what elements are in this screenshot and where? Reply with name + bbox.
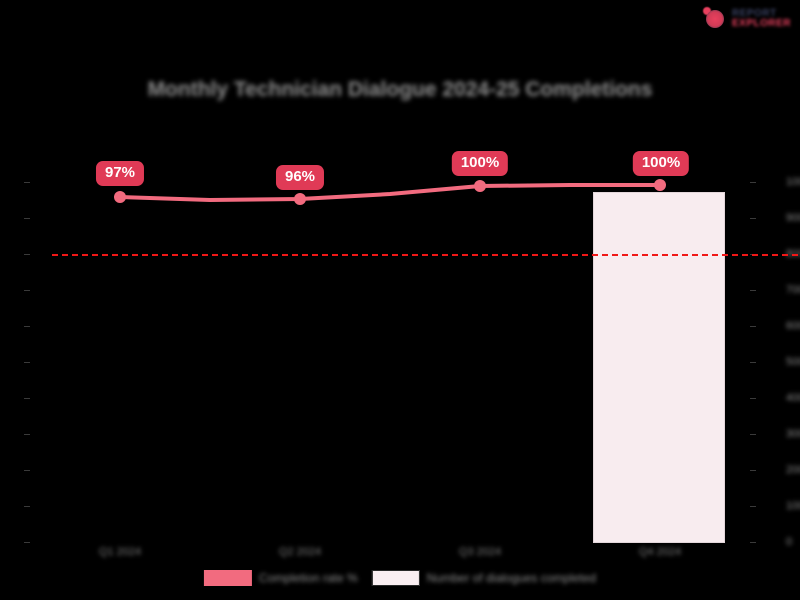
- data-label-q2: 96%: [275, 165, 325, 190]
- right-tick-4: [750, 326, 756, 327]
- legend-item-line[interactable]: Completion rate %: [203, 570, 358, 586]
- x-axis-label-1: Q2 2024: [278, 546, 322, 558]
- logo-line-2: EXPLORER: [732, 18, 792, 29]
- legend-label-line: Completion rate %: [258, 571, 358, 585]
- bar-q4-2024[interactable]: [593, 192, 725, 543]
- plot-area: 100% 90% 80% 70% 60% 50% 40% 30% 20% 10%…: [24, 176, 800, 548]
- right-axis-label-9: 1000: [786, 500, 800, 512]
- right-axis-label-7: 3000: [786, 428, 800, 440]
- x-axis-label-0: Q1 2024: [98, 546, 142, 558]
- logo-circle-icon: [702, 6, 728, 32]
- data-label-q3: 100%: [451, 151, 509, 176]
- left-tick-3: [24, 290, 30, 291]
- brand-logo: REPORT EXPLORER: [702, 4, 794, 34]
- right-tick-0: [750, 182, 756, 183]
- left-tick-7: [24, 434, 30, 435]
- right-axis-label-6: 4000: [786, 392, 800, 404]
- right-tick-8: [750, 470, 756, 471]
- right-tick-9: [750, 506, 756, 507]
- right-axis-label-1: 9000: [786, 212, 800, 224]
- legend-swatch-bar-icon: [371, 570, 420, 586]
- data-label-q4: 100%: [632, 151, 690, 176]
- left-tick-4: [24, 326, 30, 327]
- right-tick-5: [750, 362, 756, 363]
- chart-title: Monthly Technician Dialogue 2024-25 Comp…: [147, 78, 653, 101]
- right-axis-label-4: 6000: [786, 320, 800, 332]
- left-tick-1: [24, 218, 30, 219]
- right-tick-7: [750, 434, 756, 435]
- legend-item-bar[interactable]: Number of dialogues completed: [371, 570, 597, 586]
- x-axis-label-2: Q3 2024: [458, 546, 502, 558]
- right-tick-3: [750, 290, 756, 291]
- legend-swatch-line-icon: [203, 570, 252, 586]
- right-tick-6: [750, 398, 756, 399]
- right-axis-label-5: 5000: [786, 356, 800, 368]
- chart-legend: Completion rate % Number of dialogues co…: [194, 564, 606, 592]
- right-axis-label-0: 10000: [786, 176, 800, 188]
- right-axis-label-10: 0: [786, 536, 793, 548]
- data-label-q1: 97%: [95, 161, 145, 186]
- right-axis-label-3: 7000: [786, 284, 800, 296]
- left-tick-9: [24, 506, 30, 507]
- target-reference-line: [52, 254, 800, 256]
- legend-label-bar: Number of dialogues completed: [426, 571, 597, 585]
- left-tick-2: [24, 254, 30, 255]
- left-tick-6: [24, 398, 30, 399]
- right-axis-label-8: 2000: [786, 464, 800, 476]
- x-axis-label-3: Q4 2024: [638, 546, 682, 558]
- left-tick-5: [24, 362, 30, 363]
- left-tick-10: [24, 542, 30, 543]
- right-tick-1: [750, 218, 756, 219]
- right-tick-10: [750, 542, 756, 543]
- logo-wordmark: REPORT EXPLORER: [732, 9, 791, 29]
- left-tick-0: [24, 182, 30, 183]
- logo-line-1: REPORT: [732, 8, 777, 19]
- left-tick-8: [24, 470, 30, 471]
